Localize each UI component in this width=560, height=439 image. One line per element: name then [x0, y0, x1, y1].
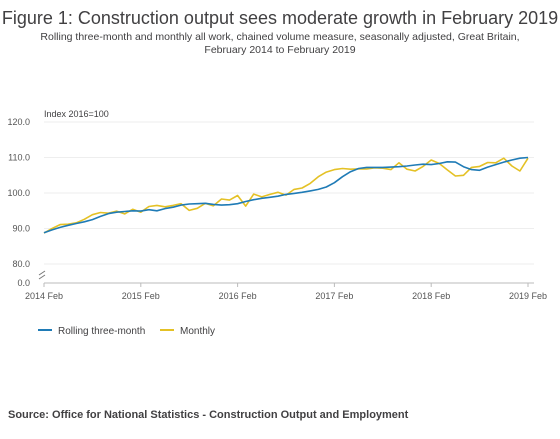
legend-label-monthly: Monthly [180, 326, 216, 337]
series-line-monthly [43, 157, 529, 234]
axis-break-icon [38, 270, 46, 280]
y-tick-label: 110.0 [8, 153, 30, 163]
chart-subtitle: Rolling three-month and monthly all work… [40, 31, 520, 56]
legend-swatch-monthly [160, 329, 174, 332]
legend-label-rolling: Rolling three-month [58, 326, 146, 337]
y-tick-label: 120.0 [7, 117, 30, 127]
x-tick-label: 2014 Feb [25, 291, 63, 301]
y-tick-label: 100.0 [7, 188, 30, 198]
y-tick-label: 80.0 [12, 259, 30, 269]
x-tick-label: 2016 Feb [219, 291, 257, 301]
x-tick-label: 2019 Feb [509, 291, 547, 301]
legend-item-rolling[interactable]: Rolling three-month [38, 326, 145, 337]
legend-swatch-rolling [38, 329, 52, 332]
line-chart: 0.0 80.0 90.0 100.0 110.0 120.0 Index 2016=100… [7, 109, 547, 301]
y-axis-title: Index 2016=100 [44, 109, 109, 119]
source-note: Source: Office for National Statistics -… [8, 409, 409, 421]
x-tick-label: 2017 Feb [315, 291, 353, 301]
chart-title: Figure 1: Construction output sees moder… [1, 8, 559, 28]
x-tick-label: 2015 Feb [122, 291, 160, 301]
y-tick-label: 90.0 [12, 224, 30, 234]
x-tick-label: 2018 Feb [412, 291, 450, 301]
y-tick-label: 0.0 [17, 278, 30, 288]
legend-item-monthly[interactable]: Monthly [160, 326, 215, 337]
series-line-rolling-three-month [43, 156, 529, 234]
